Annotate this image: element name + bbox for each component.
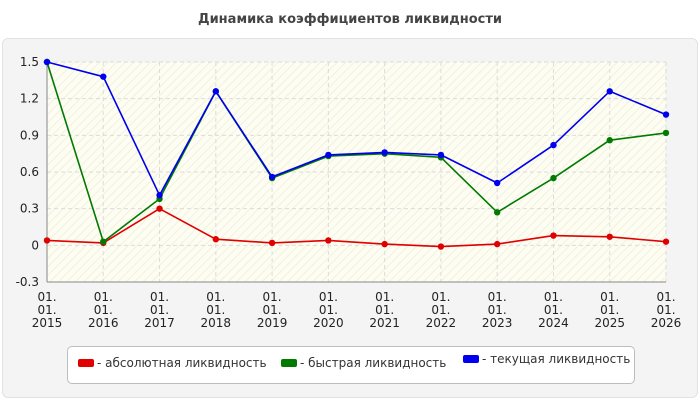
chart-legend: - абсолютная ликвидность - быстрая ликви… (67, 346, 635, 384)
data-point-series-0[interactable] (437, 243, 445, 250)
legend-label-quick: - быстрая ликвидность (300, 356, 447, 370)
data-point-series-1[interactable] (100, 238, 107, 245)
data-point-series-2[interactable] (662, 111, 670, 118)
data-point-series-2[interactable] (493, 179, 501, 187)
data-point-series-1[interactable] (550, 174, 557, 182)
x-tick-label: 01. 01. 2024 (538, 290, 569, 330)
data-point-series-1[interactable] (662, 129, 670, 137)
legend-item-absolute-liquidity[interactable]: - абсолютная ликвидность (78, 356, 267, 370)
x-tick-label: 01. 01. 2023 (482, 290, 513, 330)
x-tick-label: 01. 01. 2021 (369, 290, 400, 330)
x-tick-label: 01. 01. 2018 (201, 290, 232, 330)
data-point-series-0[interactable] (212, 236, 220, 243)
data-point-series-0[interactable] (43, 237, 51, 244)
data-point-series-2[interactable] (100, 73, 107, 80)
data-point-series-2[interactable] (606, 88, 613, 95)
data-point-series-1[interactable] (606, 137, 613, 144)
x-tick-label: 01. 01. 2017 (144, 290, 175, 330)
y-tick-labels: -0.3 0 0.3 0.6 0.9 1.2 1.5 (16, 55, 39, 289)
data-point-series-2[interactable] (437, 151, 445, 159)
legend-item-quick-liquidity[interactable]: - быстрая ликвидность (281, 356, 446, 370)
data-point-series-2[interactable] (43, 58, 51, 66)
data-point-series-0[interactable] (381, 240, 388, 248)
data-point-series-0[interactable] (156, 205, 163, 212)
data-point-series-0[interactable] (662, 238, 670, 245)
data-point-series-2[interactable] (268, 173, 276, 181)
x-tick-label: 01. 01. 2016 (88, 290, 119, 330)
y-tick-label: 1.5 (20, 55, 39, 69)
data-point-series-2[interactable] (550, 141, 557, 149)
series-line-2 (46, 61, 667, 196)
data-point-series-1[interactable] (493, 209, 501, 216)
x-tick-label: 01. 01. 2020 (313, 290, 344, 330)
legend-swatch-quick (281, 359, 297, 367)
data-point-series-0[interactable] (268, 239, 276, 247)
legend-label-current: - текущая ликвидность (482, 352, 631, 366)
data-point-series-2[interactable] (156, 192, 163, 199)
legend-item-current-liquidity[interactable]: - текущая ликвидность (463, 352, 630, 366)
legend-swatch-current (463, 355, 479, 363)
data-point-series-0[interactable] (493, 240, 501, 248)
legend-swatch-absolute (78, 359, 94, 367)
x-tick-labels: 01. 01. 2015 01. 01. 2016 01. 01. 2017 01. 01. 2018… (32, 290, 682, 330)
x-tick-label: 01. 01. 2019 (257, 290, 288, 330)
x-tick-label: 01. 01. 2015 (32, 290, 63, 330)
x-tick-label: 01. 01. 2022 (426, 290, 457, 330)
y-tick-label: 1.2 (20, 92, 39, 106)
data-point-series-2[interactable] (381, 149, 388, 156)
y-tick-label: 0.9 (20, 128, 39, 142)
y-tick-label: -0.3 (16, 275, 39, 289)
data-point-series-2[interactable] (325, 151, 332, 159)
y-tick-label: 0.6 (20, 165, 39, 179)
chart-title: Динамика коэффициентов ликвидности (198, 12, 502, 27)
series-line-0 (46, 207, 667, 248)
data-point-series-0[interactable] (325, 237, 332, 244)
x-tick-label: 01. 01. 2025 (594, 290, 625, 330)
series-lines (43, 58, 670, 250)
x-tick-label: 01. 01. 2026 (651, 290, 682, 330)
y-tick-label: 0.3 (20, 202, 39, 216)
data-point-series-2[interactable] (212, 88, 220, 95)
y-tick-label: 0 (31, 238, 39, 252)
data-point-series-0[interactable] (606, 233, 613, 240)
data-point-series-0[interactable] (550, 232, 557, 239)
series-line-1 (46, 61, 667, 243)
legend-label-absolute: - абсолютная ликвидность (97, 356, 267, 370)
